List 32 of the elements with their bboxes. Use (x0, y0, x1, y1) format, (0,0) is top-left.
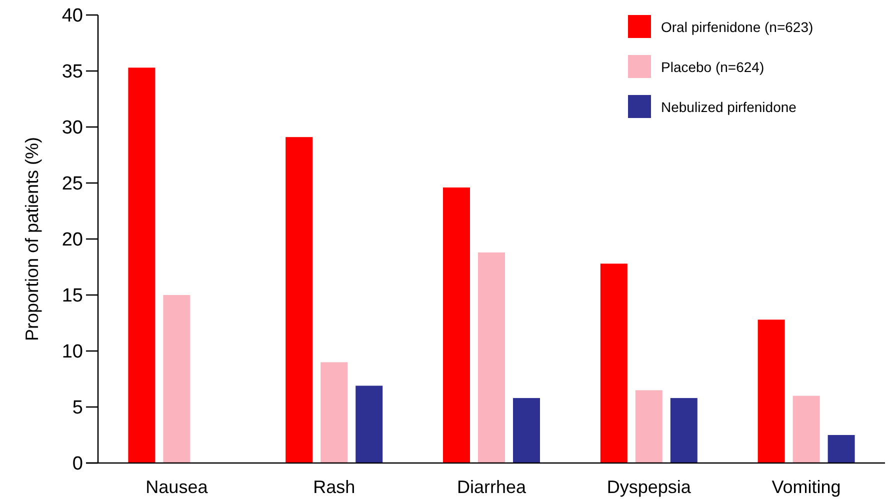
bar (513, 398, 540, 463)
bar (635, 390, 662, 463)
bar (356, 386, 383, 463)
bar (320, 362, 348, 463)
bar (792, 396, 820, 463)
bar (828, 435, 855, 463)
y-tick-label: 30 (62, 118, 83, 139)
bar (670, 398, 698, 463)
x-tick-label: Dyspepsia (606, 477, 692, 497)
y-tick-label: 5 (72, 398, 83, 419)
x-tick-label: Vomiting (772, 477, 841, 497)
legend-label: Oral pirfenidone (n=623) (661, 18, 814, 35)
y-tick-label: 20 (62, 230, 83, 251)
bar (286, 137, 313, 463)
bar (443, 187, 470, 463)
y-tick-label: 40 (62, 6, 83, 27)
x-tick-label: Rash (313, 477, 356, 497)
bar (128, 68, 156, 463)
y-tick-label: 0 (72, 454, 83, 475)
legend-label: Nebulized pirfenidone (661, 98, 797, 115)
legend-label: Placebo (n=624) (661, 58, 764, 75)
y-tick-label: 15 (62, 286, 83, 307)
x-tick-label: Nausea (146, 477, 209, 497)
y-tick-label: 35 (62, 62, 83, 83)
x-tick-label: Diarrhea (456, 477, 528, 497)
y-tick-label: 10 (62, 342, 83, 363)
bar (600, 264, 628, 463)
bar (758, 320, 785, 463)
bar (163, 295, 190, 463)
y-axis-title: Proportion of patients (%) (22, 136, 42, 342)
y-tick-label: 25 (62, 174, 83, 195)
bar (478, 252, 505, 463)
